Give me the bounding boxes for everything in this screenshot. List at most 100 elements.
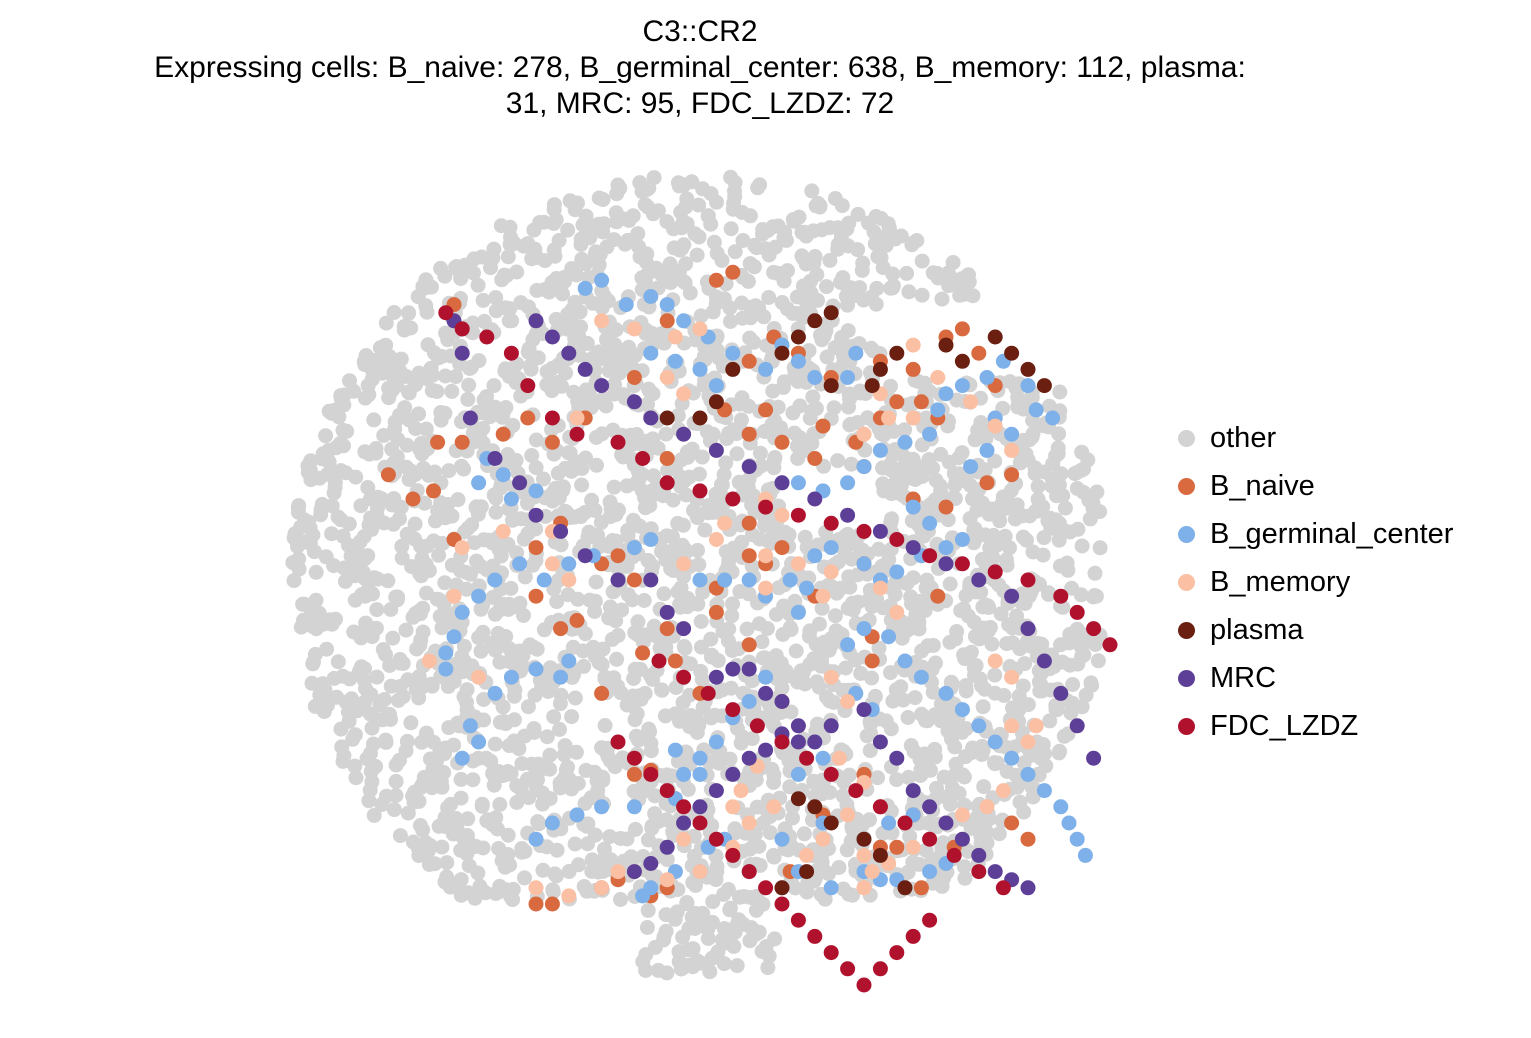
point-other: [962, 511, 978, 526]
point-other: [635, 634, 651, 650]
point-b-memory: [733, 783, 749, 799]
point-mrc: [790, 718, 806, 734]
point-other: [752, 531, 768, 547]
point-other: [613, 831, 628, 846]
point-other: [429, 591, 445, 607]
point-other: [552, 721, 567, 737]
point-mrc: [643, 856, 659, 871]
point-other: [624, 698, 640, 714]
point-other: [822, 252, 838, 268]
point-other: [357, 390, 373, 406]
point-other: [1031, 576, 1047, 592]
point-other: [645, 431, 661, 447]
point-other: [675, 695, 691, 711]
point-other: [474, 798, 490, 814]
point-other: [718, 455, 734, 471]
point-other: [627, 661, 643, 677]
point-fdc-lzdz: [856, 977, 872, 993]
point-other: [306, 619, 321, 635]
point-b-germinal-center: [659, 297, 675, 313]
point-mrc: [922, 799, 938, 815]
point-other: [914, 253, 930, 269]
point-fdc-lzdz: [659, 475, 675, 491]
point-other: [446, 737, 462, 753]
point-other: [976, 779, 992, 795]
point-other: [870, 770, 885, 786]
point-b-germinal-center: [840, 370, 856, 385]
point-other: [594, 283, 610, 299]
point-other: [470, 277, 486, 293]
point-other: [448, 811, 464, 826]
point-plasma: [774, 345, 790, 361]
point-fdc-lzdz: [897, 815, 913, 831]
point-other: [925, 637, 941, 653]
point-mrc: [872, 734, 888, 750]
point-other: [833, 335, 849, 351]
point-b-germinal-center: [897, 434, 913, 450]
point-other: [742, 841, 758, 857]
point-other: [545, 884, 561, 900]
point-b-naive: [864, 653, 880, 669]
point-plasma: [790, 791, 806, 807]
point-b-germinal-center: [881, 815, 897, 831]
point-other: [650, 203, 666, 219]
point-other: [564, 709, 580, 725]
point-other: [726, 423, 742, 439]
point-b-naive: [495, 426, 511, 442]
point-other: [386, 305, 402, 320]
point-plasma: [790, 329, 806, 345]
point-mrc: [610, 572, 626, 588]
point-b-memory: [1020, 734, 1036, 750]
point-other: [421, 467, 437, 483]
point-other: [530, 814, 546, 830]
point-other: [488, 636, 504, 652]
point-other: [675, 517, 691, 533]
point-other: [588, 574, 604, 590]
point-other: [1074, 538, 1090, 554]
point-other: [1074, 699, 1090, 715]
point-fdc-lzdz: [544, 410, 560, 426]
point-mrc: [905, 783, 921, 799]
point-other: [450, 260, 466, 276]
point-b-germinal-center: [708, 734, 724, 750]
point-other: [808, 400, 824, 416]
point-other: [445, 826, 461, 842]
point-other: [499, 857, 515, 873]
legend-label-b-memory: B_memory: [1210, 565, 1351, 598]
point-b-germinal-center: [454, 750, 470, 766]
point-other: [513, 511, 529, 527]
point-fdc-lzdz: [856, 523, 872, 539]
point-other: [871, 541, 887, 557]
point-other: [318, 428, 334, 444]
point-other: [821, 634, 836, 650]
legend-item-b-germinal-center: B_germinal_center: [1178, 510, 1453, 558]
point-b-naive: [553, 621, 569, 637]
point-other: [366, 412, 382, 428]
point-other: [956, 859, 972, 875]
point-other: [722, 751, 738, 767]
point-other: [901, 284, 917, 300]
point-fdc-lzdz: [479, 329, 495, 345]
point-b-naive: [544, 434, 560, 450]
point-other: [595, 772, 611, 788]
point-other: [921, 452, 937, 468]
point-b-germinal-center: [643, 532, 659, 547]
point-other: [1087, 637, 1103, 652]
point-other: [864, 599, 880, 614]
point-other: [330, 509, 346, 525]
point-b-germinal-center: [536, 572, 552, 588]
point-other: [514, 844, 530, 860]
point-other: [634, 483, 650, 499]
point-fdc-lzdz: [889, 532, 905, 547]
point-other: [757, 241, 773, 257]
point-other: [411, 669, 427, 685]
point-other: [394, 550, 410, 566]
point-other: [974, 738, 990, 754]
point-other: [475, 435, 491, 451]
point-other: [598, 744, 614, 760]
point-other: [884, 511, 900, 527]
point-b-germinal-center: [954, 702, 970, 718]
point-other: [493, 543, 509, 559]
point-other: [475, 840, 491, 856]
point-other: [620, 523, 636, 538]
